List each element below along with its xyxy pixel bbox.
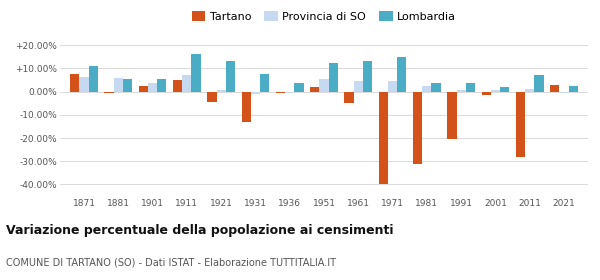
- Bar: [242, 92, 251, 122]
- Bar: [535, 75, 544, 92]
- Bar: [466, 83, 475, 92]
- Bar: [310, 87, 319, 92]
- Bar: [525, 89, 535, 92]
- Bar: [285, 92, 295, 93]
- Bar: [191, 55, 201, 92]
- Bar: [157, 79, 166, 92]
- Legend: Tartano, Provincia di SO, Lombardia: Tartano, Provincia di SO, Lombardia: [192, 11, 456, 22]
- Bar: [226, 61, 235, 92]
- Bar: [217, 90, 226, 92]
- Bar: [104, 92, 113, 93]
- Bar: [397, 57, 406, 92]
- Bar: [482, 92, 491, 95]
- Bar: [173, 80, 182, 92]
- Bar: [344, 92, 353, 103]
- Bar: [123, 79, 132, 92]
- Bar: [295, 83, 304, 92]
- Bar: [457, 90, 466, 92]
- Bar: [182, 75, 191, 92]
- Bar: [422, 86, 431, 92]
- Text: Variazione percentuale della popolazione ai censimenti: Variazione percentuale della popolazione…: [6, 224, 394, 237]
- Bar: [500, 87, 509, 92]
- Bar: [516, 92, 525, 157]
- Bar: [139, 86, 148, 92]
- Bar: [550, 85, 559, 92]
- Bar: [148, 83, 157, 92]
- Bar: [447, 92, 457, 139]
- Bar: [79, 76, 89, 92]
- Bar: [70, 74, 79, 92]
- Bar: [89, 66, 98, 92]
- Bar: [491, 90, 500, 92]
- Bar: [276, 92, 285, 93]
- Bar: [559, 92, 569, 93]
- Bar: [251, 92, 260, 94]
- Bar: [413, 92, 422, 164]
- Bar: [353, 81, 363, 92]
- Bar: [329, 63, 338, 92]
- Bar: [319, 79, 329, 92]
- Bar: [431, 83, 441, 92]
- Bar: [388, 81, 397, 92]
- Bar: [260, 74, 269, 92]
- Bar: [207, 92, 217, 102]
- Bar: [379, 92, 388, 185]
- Bar: [569, 86, 578, 92]
- Bar: [113, 78, 123, 92]
- Bar: [363, 61, 372, 92]
- Text: COMUNE DI TARTANO (SO) - Dati ISTAT - Elaborazione TUTTITALIA.IT: COMUNE DI TARTANO (SO) - Dati ISTAT - El…: [6, 258, 336, 268]
